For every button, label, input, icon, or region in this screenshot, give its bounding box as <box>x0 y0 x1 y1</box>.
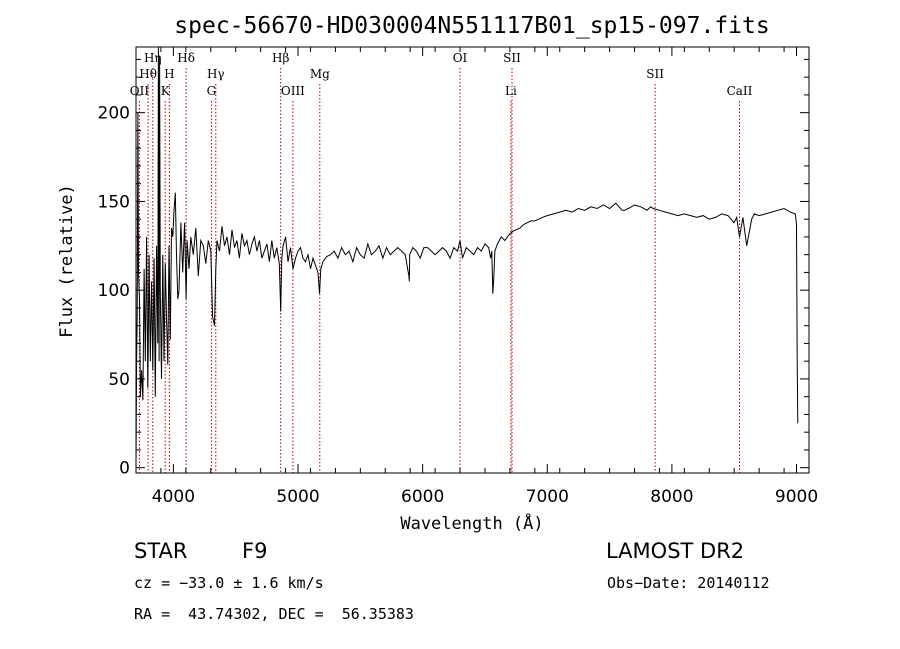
line-id-label: Hθ <box>139 67 157 81</box>
line-id-label: H <box>164 67 174 81</box>
y-tick-label: 150 <box>98 192 130 212</box>
y-tick-label: 0 <box>119 459 130 479</box>
line-id-label: Hη <box>144 51 162 65</box>
line-id-label: OI <box>453 51 468 65</box>
x-tick-label: 6000 <box>401 487 444 507</box>
y-axis-ticks: 0 50 100 150 200 <box>98 58 809 479</box>
plot-frame <box>135 46 810 474</box>
line-id-label: K <box>161 84 171 98</box>
line-id-label: Mg <box>310 67 330 81</box>
line-id-label: SII <box>646 67 664 81</box>
line-id-label: OIII <box>281 84 305 98</box>
line-id-label: SII <box>503 51 521 65</box>
spectral-subclass: F9 <box>242 539 268 563</box>
y-axis-label: Flux (relative) <box>57 184 77 338</box>
chart-title: spec-56670-HD030004N551117B01_sp15-097.f… <box>174 13 769 39</box>
y-tick-label: 50 <box>108 370 130 390</box>
line-id-label: Li <box>505 84 517 98</box>
line-id-label: G <box>207 84 217 98</box>
observation-date: Obs−Date: 20140112 <box>607 574 770 592</box>
y-tick-label: 100 <box>98 281 130 301</box>
x-axis-ticks: 4000 5000 6000 7000 8000 9000 <box>135 47 818 507</box>
ra-dec-coordinates: RA = 43.74302, DEC = 56.35383 <box>134 605 414 623</box>
x-tick-label: 8000 <box>650 487 693 507</box>
redshift-cz: cz = −33.0 ± 1.6 km/s <box>134 574 324 592</box>
x-tick-label: 5000 <box>276 487 319 507</box>
x-axis-label: Wavelength (Å) <box>400 512 543 534</box>
line-id-label: Hβ <box>272 51 289 65</box>
survey-name: LAMOST DR2 <box>606 539 745 563</box>
spectrum-line <box>135 46 799 468</box>
x-tick-label: 4000 <box>152 487 195 507</box>
line-id-label: Hγ <box>207 67 225 81</box>
line-id-label: CaII <box>727 84 753 98</box>
x-tick-label: 7000 <box>526 487 569 507</box>
object-type: STAR <box>134 539 188 563</box>
x-tick-label: 9000 <box>775 487 818 507</box>
line-id-label: Hδ <box>177 51 195 65</box>
y-tick-label: 200 <box>98 104 130 124</box>
line-id-label: OII <box>130 84 150 98</box>
